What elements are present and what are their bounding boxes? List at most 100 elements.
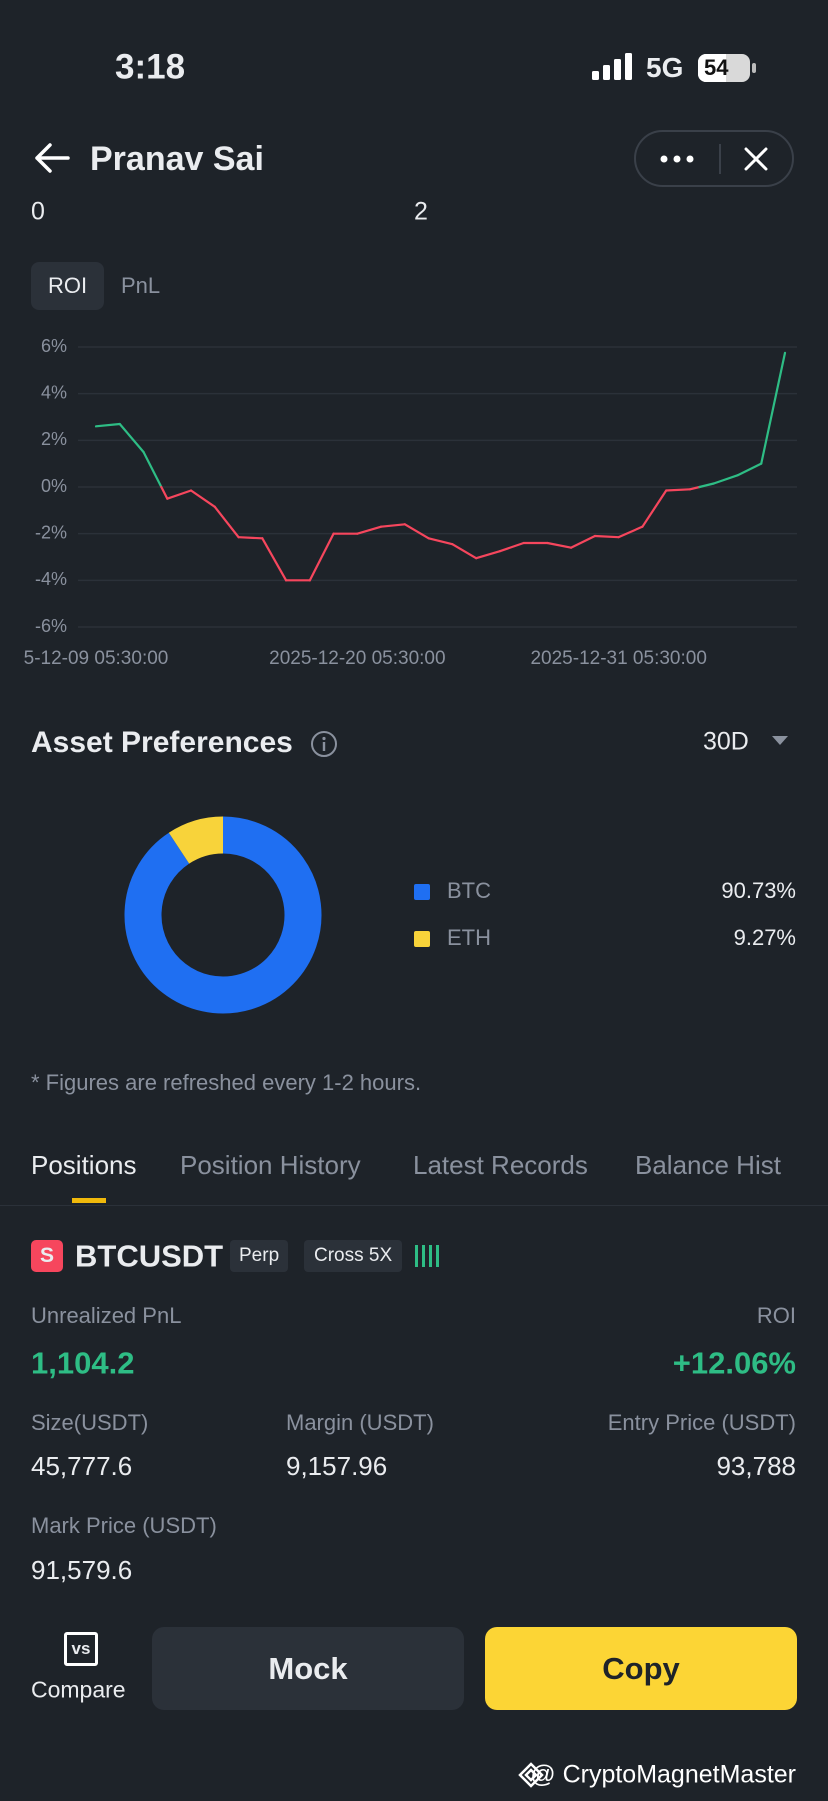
roi-line-segment — [451, 543, 478, 560]
roi-chart: 6% 4% 2% 0% -2% -4% -6% 5-12-09 05:30:00 2025-12… — [24, 336, 797, 669]
copy-button[interactable]: Copy — [485, 1627, 797, 1710]
tag: Cross 5X — [304, 1240, 403, 1272]
info-icon[interactable] — [310, 730, 338, 758]
x-tick-label: 5-12-09 05:30:00 — [24, 648, 169, 669]
roi-line-segment — [213, 505, 240, 539]
field-label: Size(USDT) — [31, 1410, 149, 1435]
close-button[interactable] — [744, 147, 768, 171]
side-icon: S — [31, 1240, 63, 1272]
dropdown-caret[interactable] — [772, 736, 788, 746]
x-tick-label: 2025-12-20 05:30:00 — [269, 648, 445, 669]
separator — [0, 1205, 828, 1206]
roi-line-segment — [237, 536, 264, 540]
pnl-tab[interactable]: PnL — [121, 273, 161, 298]
tab[interactable]: Balance Hist — [635, 1150, 781, 1180]
legend-value: 9.27% — [734, 925, 796, 950]
tab-indicator — [72, 1198, 106, 1203]
status-time: 3:18 — [115, 47, 186, 87]
y-tick-label: -6% — [35, 616, 67, 636]
roi-line-segment — [308, 532, 335, 582]
y-tick-label: -4% — [35, 569, 67, 589]
field-value: 93,788 — [716, 1451, 796, 1481]
roi-line-segment — [546, 541, 573, 549]
stat-value: 2 — [414, 197, 428, 226]
compare-icon[interactable]: vs — [64, 1632, 98, 1666]
legend-swatch — [414, 884, 430, 900]
header-actions — [634, 130, 794, 187]
roi-line-segment — [261, 537, 288, 582]
roi-line-segment — [593, 534, 620, 539]
roi-line-segment — [94, 422, 121, 428]
y-tick-label: 4% — [41, 382, 67, 402]
battery: 54 — [698, 54, 750, 82]
section-title: Asset Preferences — [31, 726, 293, 759]
roi-line-segment — [475, 550, 501, 560]
battery-level — [698, 54, 726, 82]
tab[interactable]: Position History — [180, 1150, 361, 1180]
roi-line-segment — [380, 523, 406, 528]
back-button[interactable] — [34, 142, 70, 174]
asset-chart: BTC 90.73% ETH 9.27% — [124, 816, 796, 1014]
donut-slice — [124, 816, 322, 1014]
y-tick-label: 2% — [41, 429, 67, 449]
roi-line-segment — [142, 450, 163, 489]
roi-line-segment — [641, 489, 668, 528]
roi-line-segment — [160, 485, 169, 500]
roi-line-segment — [688, 485, 701, 491]
stat-value: 0 — [31, 197, 45, 226]
roi-value: +12.06% — [672, 1345, 796, 1381]
field-label: Mark Price (USDT) — [31, 1513, 217, 1538]
network: 5G — [646, 52, 684, 83]
legend-label: BTC — [447, 878, 491, 903]
roi-line-segment — [166, 489, 193, 500]
field-value: 91,579.6 — [31, 1555, 133, 1585]
roi-line-segment — [403, 523, 430, 540]
donut-slice — [168, 816, 224, 865]
y-tick-label: 6% — [41, 336, 67, 356]
tag: Perp — [230, 1240, 289, 1272]
mock-button[interactable]: Mock — [152, 1627, 464, 1710]
more-button[interactable] — [658, 150, 698, 168]
x-tick-label: 2025-12-31 05:30:00 — [530, 648, 706, 669]
watermark-logo — [518, 1762, 544, 1788]
tab-active[interactable]: Positions — [31, 1150, 137, 1180]
roi-line-segment — [570, 534, 597, 549]
roi-line-segment — [665, 488, 692, 492]
watermark: @ CryptoMagnetMaster — [530, 1760, 796, 1789]
field-value: 9,157.96 — [286, 1451, 388, 1481]
trader-name: Pranav Sai — [90, 140, 264, 178]
roi-line-segment — [736, 462, 763, 477]
roi-line-segment — [617, 525, 644, 539]
field-label: ROI — [756, 1303, 796, 1328]
roi-line-segment — [189, 489, 216, 508]
roi-line-segment — [356, 525, 383, 535]
roi-line-segment — [498, 541, 525, 553]
roi-line-segment — [118, 422, 145, 454]
field-value: 45,777.6 — [31, 1451, 133, 1481]
legend-swatch — [414, 931, 430, 947]
leverage-bars — [415, 1245, 439, 1267]
legend-label: ETH — [447, 925, 491, 950]
roi-line-segment — [760, 351, 787, 465]
y-tick-label: 0% — [41, 476, 67, 496]
roi-line-segment — [698, 482, 715, 489]
refresh-note: * Figures are refreshed every 1-2 hours. — [31, 1070, 422, 1095]
tab[interactable]: Latest Records — [413, 1150, 588, 1180]
field-label: Unrealized PnL — [31, 1303, 182, 1328]
compare-label[interactable]: Compare — [31, 1676, 126, 1703]
battery-tip — [752, 63, 756, 73]
field-label: Margin (USDT) — [286, 1410, 434, 1435]
pnl-value: 1,104.2 — [31, 1345, 135, 1381]
y-tick-label: -2% — [35, 522, 67, 542]
roi-line-segment — [427, 537, 454, 546]
field-label: Entry Price (USDT) — [607, 1410, 796, 1435]
period-select[interactable]: 30D — [703, 727, 749, 756]
roi-line-segment — [712, 474, 739, 485]
roi-tab[interactable]: ROI — [31, 262, 104, 310]
divider — [719, 144, 721, 174]
signal-icon — [592, 53, 632, 80]
legend-value: 90.73% — [721, 878, 796, 903]
symbol: BTCUSDT — [75, 1238, 224, 1274]
battery-text: 54 — [704, 55, 729, 80]
